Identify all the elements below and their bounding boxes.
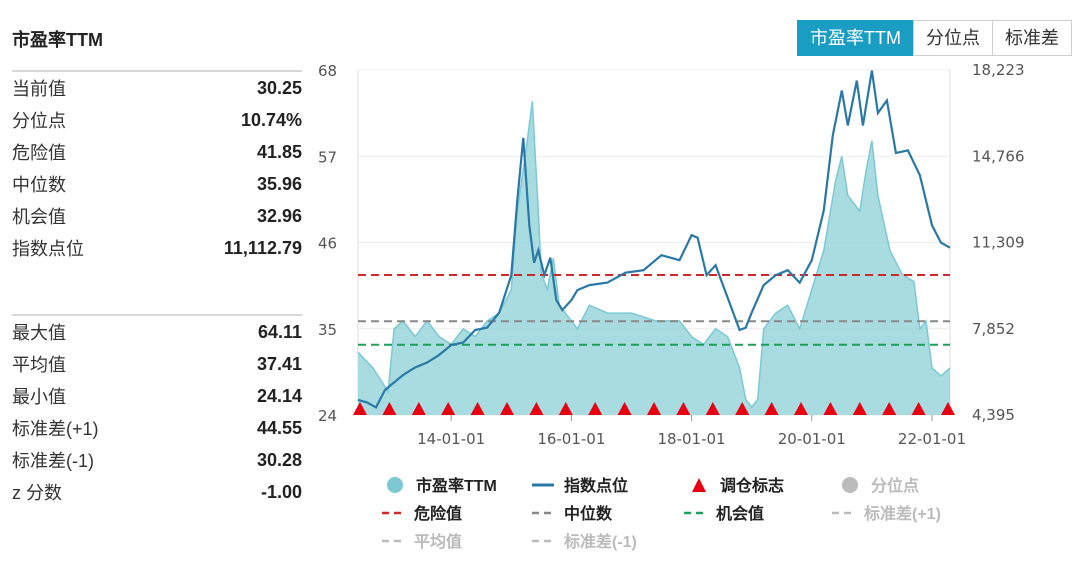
stat-value: 64.11 (257, 321, 302, 342)
legend-label: 指数点位 (564, 476, 628, 495)
stat-row-opportunity: 机会值 32.96 (12, 200, 302, 232)
stat-row-index: 指数点位 11,112.79 (12, 232, 302, 264)
legend-label: 平均值 (414, 532, 462, 551)
tab-std-dev[interactable]: 标准差 (992, 20, 1072, 56)
rebalance-marker (794, 402, 808, 415)
stat-value: 24.14 (256, 385, 302, 406)
rebalance-marker (353, 402, 367, 415)
stat-label: 最小值 (12, 387, 66, 407)
stat-value: 11,112.79 (223, 237, 302, 258)
y-left-tick-label: 57 (318, 148, 337, 166)
rebalance-marker (852, 402, 867, 415)
rebalance-marker (911, 402, 926, 415)
stat-label: 标准差(+1) (12, 419, 99, 439)
rebalance-marker (882, 402, 897, 415)
y-left-tick-label: 46 (318, 235, 337, 253)
legend-label: 中位数 (564, 504, 613, 523)
stat-label: 危险值 (12, 143, 66, 163)
legend-label: 分位点 (871, 476, 919, 495)
rebalance-marker (382, 402, 397, 415)
stat-value: 41.85 (256, 141, 302, 162)
stat-label: 分位点 (12, 111, 66, 131)
y-right-tick-label: 7,852 (972, 320, 1015, 338)
rebalance-marker (558, 402, 573, 415)
rebalance-marker (529, 402, 544, 415)
stat-row-min: 最小值 24.14 (12, 380, 302, 412)
rebalance-marker (676, 402, 691, 415)
y-right-tick-label: 14,766 (972, 147, 1025, 165)
stat-label: 机会值 (12, 207, 66, 227)
y-left-tick-label: 68 (318, 62, 337, 80)
index-line (357, 70, 951, 409)
y-right-tick-label: 18,223 (972, 61, 1025, 79)
x-tick-label: 18-01-01 (658, 430, 726, 448)
y-right-tick-label: 4,395 (972, 406, 1015, 424)
legend-label: 市盈率TTM (416, 476, 497, 495)
x-tick-label: 22-01-01 (898, 430, 966, 448)
stat-value: 30.25 (256, 77, 302, 98)
rebalance-marker (441, 402, 456, 415)
y-left-tick-label: 24 (318, 407, 337, 425)
stat-row-median: 中位数 35.96 (12, 168, 302, 200)
chart-title: 市盈率TTM (12, 30, 103, 50)
legend-label: 调仓标志 (720, 476, 784, 495)
y-left-tick-label: 35 (318, 321, 337, 339)
stat-row-std-plus: 标准差(+1) 44.55 (12, 412, 302, 444)
stat-value: 32.96 (256, 205, 302, 226)
stat-row-max: 最大值 64.11 (12, 316, 302, 348)
legend-triangle-icon (692, 478, 706, 492)
legend-label: 危险值 (414, 504, 462, 523)
legend-label: 机会值 (716, 504, 764, 523)
x-tick-label: 20-01-01 (778, 430, 846, 448)
rebalance-marker (823, 402, 838, 415)
stat-row-percentile: 分位点 10.74% (12, 104, 302, 136)
rebalance-marker (705, 402, 720, 415)
stats-historical: 最大值 64.11 平均值 37.41 最小值 24.14 标准差(+1) 44.55 … (12, 314, 302, 508)
rebalance-marker (764, 402, 779, 415)
legend-dot-icon (842, 477, 858, 493)
stat-value: 44.55 (256, 417, 302, 438)
view-tabs: 市盈率TTM 分位点 标准差 (797, 20, 1072, 56)
rebalance-marker (735, 402, 750, 415)
stat-row-mean: 平均值 37.41 (12, 348, 302, 380)
stat-value: 10.74% (240, 109, 302, 130)
stat-row-current: 当前值 30.25 (12, 72, 302, 104)
stats-current: 当前值 30.25 分位点 10.74% 危险值 41.85 中位数 35.96 机会值… (12, 70, 302, 264)
rebalance-marker (941, 402, 955, 415)
stat-label: 平均值 (12, 355, 66, 375)
stat-label: 当前值 (12, 79, 66, 99)
y-right-tick-label: 11,309 (972, 234, 1025, 252)
legend-label: 标准差(+1) (863, 504, 941, 523)
rebalance-marker (470, 402, 485, 415)
stat-label: z 分数 (12, 483, 63, 503)
rebalance-marker (617, 402, 632, 415)
stat-label: 最大值 (12, 323, 66, 343)
stat-value: 35.96 (256, 173, 302, 194)
stat-value: 37.41 (256, 353, 302, 374)
rebalance-marker (500, 402, 514, 415)
rebalance-marker (588, 402, 603, 415)
legend-label: 标准差(-1) (563, 532, 637, 551)
rebalance-marker (411, 402, 426, 415)
stat-label: 指数点位 (12, 239, 84, 259)
stat-row-danger: 危险值 41.85 (12, 136, 302, 168)
rebalance-marker (647, 402, 661, 415)
stat-label: 中位数 (12, 175, 66, 195)
stat-label: 标准差(-1) (12, 451, 94, 471)
stat-row-zscore: z 分数 -1.00 (12, 476, 302, 508)
pe-ttm-area (358, 101, 950, 416)
stat-value: -1.00 (260, 481, 302, 502)
x-tick-label: 14-01-01 (417, 430, 485, 448)
tab-pe-ttm[interactable]: 市盈率TTM (797, 20, 914, 56)
tab-percentile[interactable]: 分位点 (913, 20, 993, 56)
stat-row-std-minus: 标准差(-1) 30.28 (12, 444, 302, 476)
x-tick-label: 16-01-01 (537, 430, 605, 448)
legend-dot-icon (387, 477, 403, 493)
stat-value: 30.28 (256, 449, 302, 470)
